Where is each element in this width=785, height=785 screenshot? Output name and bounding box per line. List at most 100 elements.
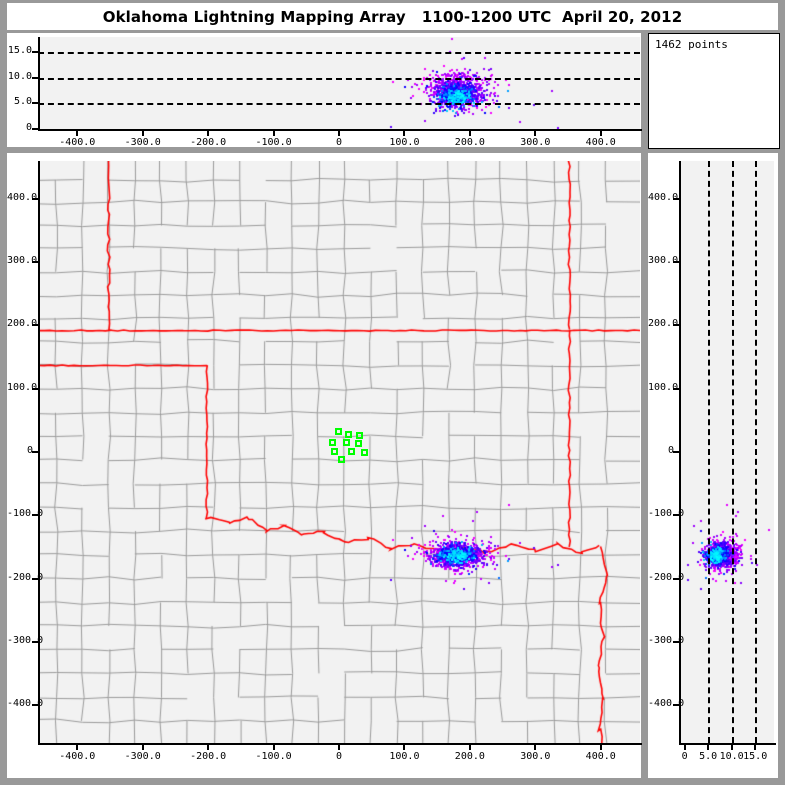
title-bar: Oklahoma Lightning Mapping Array 1100-12… bbox=[7, 3, 778, 30]
map-xtick-mark-7 bbox=[534, 743, 537, 750]
station-marker bbox=[331, 448, 339, 455]
r-xtick-label-2: 10.0 bbox=[719, 751, 744, 762]
gridline-y-15 bbox=[38, 52, 640, 55]
north-vs-altitude-points bbox=[679, 161, 774, 743]
xtick-mark-6 bbox=[468, 129, 471, 136]
r-xtick-label-1: 5.0 bbox=[699, 751, 718, 762]
r-xtick-label-0: 0 bbox=[681, 751, 688, 762]
map-ytick-mark-7 bbox=[32, 640, 39, 643]
map-xtick-mark-3 bbox=[272, 743, 275, 750]
xtick-label-3: -100.0 bbox=[255, 137, 292, 148]
xtick-label-2: -200.0 bbox=[190, 137, 227, 148]
xtick-mark-5 bbox=[403, 129, 406, 136]
map-xtick-mark-6 bbox=[468, 743, 471, 750]
map-ytick-label-7: -300.0 bbox=[7, 634, 44, 646]
map-ytick-label-5: -100.0 bbox=[7, 508, 44, 520]
map-xtick-mark-2 bbox=[207, 743, 210, 750]
r-ytick-label-5: -100.0 bbox=[648, 508, 685, 520]
north-vs-altitude-y-axis bbox=[679, 161, 681, 745]
ytick-mark-1 bbox=[32, 102, 39, 105]
ytick-label-3: 15.0 bbox=[7, 45, 32, 57]
map-xtick-label-2: -200.0 bbox=[190, 751, 227, 762]
r-ytick-label-8: -400.0 bbox=[648, 698, 685, 710]
info-panel: 1462 points bbox=[648, 33, 780, 149]
station-marker bbox=[342, 439, 350, 447]
map-xtick-mark-0 bbox=[76, 743, 79, 750]
station-marker bbox=[338, 456, 346, 464]
xtick-label-6: 200.0 bbox=[454, 137, 485, 148]
r-ytick-mark-7 bbox=[673, 640, 680, 643]
map-ytick-label-1: 300.0 bbox=[7, 255, 38, 267]
map-ytick-mark-3 bbox=[32, 387, 39, 390]
ytick-mark-0 bbox=[32, 128, 39, 130]
r-xtick-mark-0 bbox=[683, 743, 686, 750]
r-ytick-mark-3 bbox=[673, 387, 680, 390]
r-ytick-mark-0 bbox=[673, 197, 680, 200]
r-ytick-label-6: -200.0 bbox=[648, 571, 685, 583]
map-xtick-label-3: -100.0 bbox=[255, 751, 292, 762]
xtick-mark-4 bbox=[338, 129, 340, 136]
altitude-vs-east-panel: 0 5.0 10.0 15.0 -400.0 -300.0 -200.0 -100.0 0 100… bbox=[7, 33, 642, 148]
map-ytick-mark-8 bbox=[32, 704, 39, 707]
plan-view-map-panel: 400.0 300.0 200.0 100.0 0 -100.0 -200.0 -300.0 -… bbox=[7, 153, 642, 778]
r-ytick-label-4: 0 bbox=[667, 445, 674, 456]
map-xtick-label-5: 100.0 bbox=[389, 751, 420, 762]
map-xtick-label-8: 400.0 bbox=[585, 751, 616, 762]
page-title: Oklahoma Lightning Mapping Array 1100-12… bbox=[102, 7, 683, 26]
xtick-label-7: 300.0 bbox=[520, 137, 551, 148]
r-xtick-mark-2 bbox=[730, 743, 733, 750]
r-gridline-x-5 bbox=[708, 161, 711, 743]
xtick-label-5: 100.0 bbox=[389, 137, 420, 148]
xtick-mark-0 bbox=[76, 129, 79, 136]
r-ytick-mark-8 bbox=[673, 704, 680, 707]
r-xtick-mark-1 bbox=[707, 743, 710, 750]
north-vs-altitude-x-axis bbox=[679, 743, 776, 745]
ytick-mark-2 bbox=[32, 76, 39, 79]
map-ytick-label-3: 100.0 bbox=[7, 381, 38, 393]
r-ytick-label-2: 200.0 bbox=[648, 318, 679, 330]
map-ytick-mark-6 bbox=[32, 577, 39, 580]
map-ytick-mark-5 bbox=[32, 514, 39, 517]
xtick-label-8: 400.0 bbox=[585, 137, 616, 148]
map-xtick-mark-5 bbox=[403, 743, 406, 750]
north-vs-altitude-panel: 400.0 300.0 200.0 100.0 0 -100.0 -200.0 -300.0 -… bbox=[648, 153, 778, 778]
map-ytick-label-2: 200.0 bbox=[7, 318, 38, 330]
map-xtick-mark-4 bbox=[338, 743, 340, 750]
altitude-vs-east-y-axis bbox=[38, 37, 40, 131]
station-marker bbox=[345, 430, 353, 438]
gridline-y-5 bbox=[38, 103, 640, 106]
station-marker bbox=[354, 439, 362, 447]
xtick-label-0: -400.0 bbox=[59, 137, 96, 148]
r-ytick-label-1: 300.0 bbox=[648, 255, 679, 267]
station-marker bbox=[355, 432, 363, 440]
map-ytick-label-6: -200.0 bbox=[7, 571, 44, 583]
station-marker bbox=[335, 427, 342, 435]
map-ytick-label-4: 0 bbox=[26, 445, 33, 456]
map-xtick-label-4: 0 bbox=[335, 751, 343, 762]
altitude-vs-east-points bbox=[38, 37, 640, 129]
ytick-label-1: 5.0 bbox=[13, 96, 32, 108]
station-marker bbox=[361, 448, 369, 456]
r-gridline-x-10 bbox=[731, 161, 734, 743]
map-ytick-mark-4 bbox=[32, 451, 39, 453]
xtick-mark-7 bbox=[534, 129, 537, 136]
point-count-label: 1462 points bbox=[655, 38, 728, 51]
map-xtick-mark-1 bbox=[141, 743, 144, 750]
xtick-mark-8 bbox=[599, 129, 602, 136]
xtick-label-1: -300.0 bbox=[124, 137, 161, 148]
station-marker bbox=[329, 439, 337, 447]
plan-view-x-axis bbox=[38, 743, 642, 745]
r-ytick-mark-5 bbox=[673, 514, 680, 517]
xtick-mark-1 bbox=[141, 129, 144, 136]
r-ytick-label-3: 100.0 bbox=[648, 381, 679, 393]
r-ytick-mark-4 bbox=[673, 451, 680, 453]
r-ytick-mark-1 bbox=[673, 261, 680, 264]
map-ytick-label-8: -400.0 bbox=[7, 698, 44, 710]
xtick-label-4: 0 bbox=[335, 137, 343, 148]
map-xtick-mark-8 bbox=[599, 743, 602, 750]
ytick-label-2: 10.0 bbox=[7, 70, 32, 82]
r-xtick-label-3: 15.0 bbox=[743, 751, 768, 762]
map-ytick-mark-2 bbox=[32, 324, 39, 327]
altitude-vs-east-x-axis bbox=[38, 129, 642, 131]
